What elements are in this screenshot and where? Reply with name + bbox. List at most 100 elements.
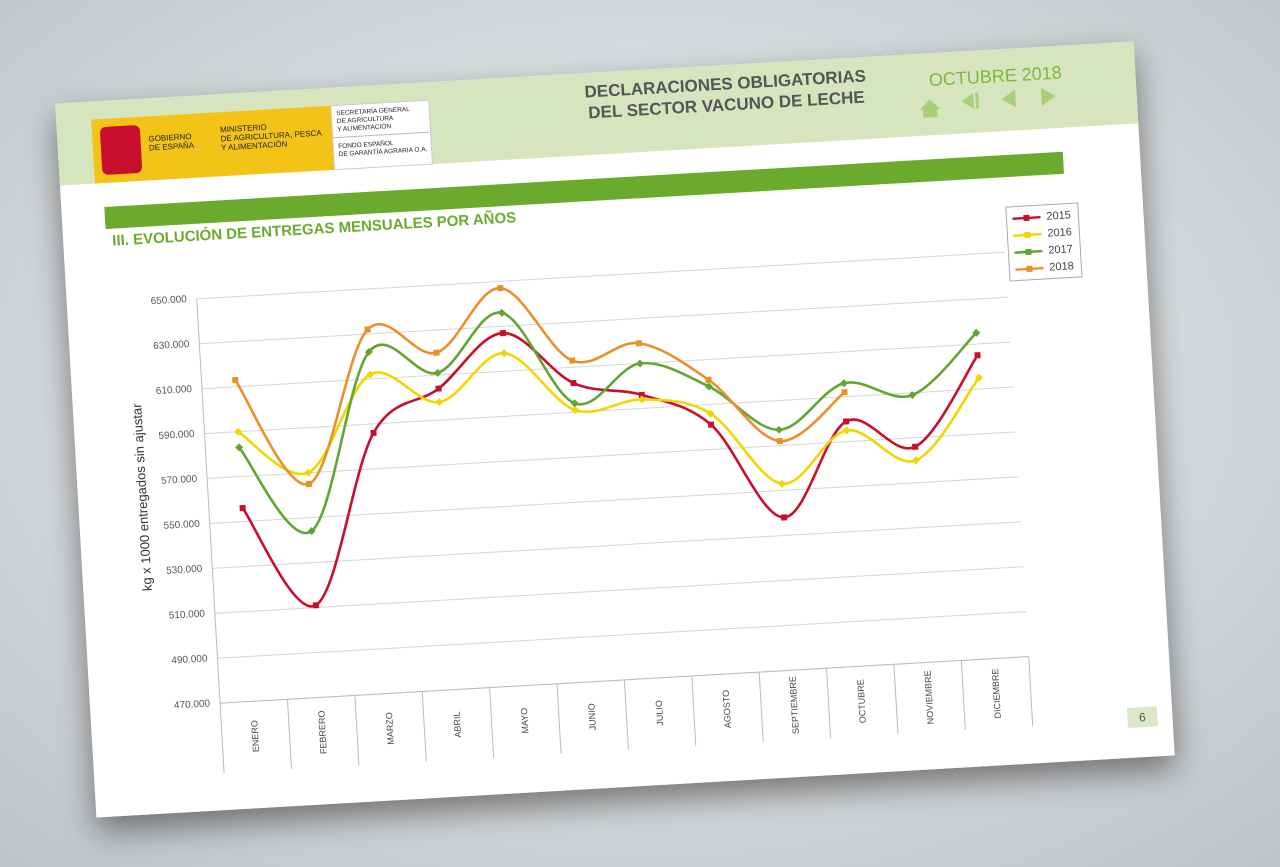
series-line: [237, 351, 980, 486]
data-point: [435, 385, 442, 392]
data-point: [500, 349, 509, 358]
y-tick-label: 550.000: [163, 519, 200, 532]
data-point: [499, 329, 507, 337]
data-point: [972, 328, 981, 337]
x-tick-label: MAYO: [519, 707, 530, 733]
gov-text: DE ESPAÑA: [149, 141, 195, 153]
document-page: GOBIERNO DE ESPAÑA MINISTERIO DE AGRICUL…: [55, 41, 1175, 818]
nav-icons[interactable]: [919, 87, 1056, 118]
legend-label: 2016: [1047, 226, 1072, 239]
x-tick-label: JUNIO: [586, 703, 598, 731]
y-tick-label: 610.000: [156, 384, 193, 397]
data-point: [364, 348, 373, 357]
legend-box: [1005, 202, 1083, 282]
x-tick-label: DICIEMBRE: [990, 668, 1003, 719]
data-point: [433, 368, 442, 377]
data-point: [778, 479, 787, 488]
data-point: [908, 391, 917, 400]
agency-divider: [332, 131, 431, 139]
grid-line: [217, 611, 1027, 659]
data-point: [974, 352, 981, 359]
data-point: [707, 421, 715, 428]
data-point: [570, 399, 579, 408]
prev-button[interactable]: [1001, 89, 1017, 108]
grid-line: [207, 431, 1016, 480]
y-axis: [196, 298, 221, 704]
section-bar: [104, 151, 1064, 229]
page-number: 6: [1139, 710, 1147, 724]
y-tick-label: 630.000: [153, 339, 190, 352]
data-point: [635, 340, 642, 347]
legend-marker: [1025, 248, 1032, 256]
data-point: [570, 379, 577, 387]
y-tick-label: 510.000: [169, 609, 206, 622]
y-tick-label: 470.000: [174, 698, 211, 711]
category-divider: [623, 679, 629, 750]
category-divider: [489, 687, 495, 758]
data-point: [775, 425, 784, 434]
category-divider: [758, 672, 764, 743]
x-axis: [220, 656, 1029, 704]
grid-line: [209, 476, 1019, 524]
first-button[interactable]: [961, 92, 980, 110]
data-point: [638, 395, 647, 404]
gov-text: GOBIERNO: [148, 132, 192, 143]
data-point: [912, 443, 919, 450]
data-point: [842, 426, 851, 435]
data-point: [235, 443, 244, 452]
ministry-text: Y ALIMENTACIÓN: [221, 139, 288, 152]
x-tick-label: ENERO: [249, 720, 261, 753]
secretariat-text: DE AGRICULTURA: [337, 115, 395, 125]
x-tick-label: JULIO: [654, 700, 665, 726]
data-point: [911, 456, 920, 465]
data-point: [704, 382, 713, 391]
data-point: [366, 370, 375, 379]
home-button[interactable]: [920, 99, 941, 118]
data-point: [705, 376, 712, 383]
category-divider: [556, 683, 562, 754]
data-point: [435, 398, 444, 407]
data-point: [304, 468, 313, 477]
ministry-box: [213, 105, 335, 177]
data-point: [364, 326, 371, 333]
y-tick-label: 590.000: [158, 429, 195, 442]
data-point: [497, 308, 506, 317]
y-tick-label: 530.000: [166, 564, 203, 577]
data-point: [706, 409, 715, 418]
x-tick-label: OCTUBRE: [855, 679, 868, 724]
category-divider: [219, 703, 225, 774]
x-tick-label: SEPTIEMBRE: [788, 676, 801, 734]
grid-line: [214, 566, 1024, 614]
coat-of-arms: [100, 125, 143, 175]
grid-line: [201, 341, 1011, 390]
category-divider: [286, 699, 292, 770]
data-point: [433, 349, 440, 356]
grid-line: [212, 521, 1021, 569]
page-number-box: [1126, 706, 1158, 728]
category-divider: [960, 660, 966, 731]
data-point: [839, 379, 848, 388]
data-point: [305, 480, 313, 488]
series-line: [241, 331, 979, 608]
legend-label: 2015: [1046, 209, 1071, 222]
data-point: [842, 418, 850, 425]
legend-label: 2018: [1049, 260, 1074, 273]
x-tick-label: MARZO: [384, 712, 396, 745]
grid-line: [199, 296, 1009, 345]
data-point: [234, 427, 243, 436]
x-tick-label: ABRIL: [452, 711, 463, 738]
data-point: [841, 389, 848, 396]
data-point: [307, 527, 316, 536]
category-divider: [421, 691, 427, 762]
legend-label: 2017: [1048, 243, 1073, 256]
x-tick-label: AGOSTO: [721, 690, 733, 729]
data-point: [776, 437, 783, 445]
y-tick-label: 650.000: [150, 294, 187, 307]
x-tick-label: FEBRERO: [316, 710, 328, 754]
legend-marker: [1024, 231, 1031, 239]
category-divider: [1028, 656, 1034, 727]
next-button[interactable]: [1041, 87, 1056, 106]
ministry-text: MINISTERIO: [220, 123, 267, 135]
